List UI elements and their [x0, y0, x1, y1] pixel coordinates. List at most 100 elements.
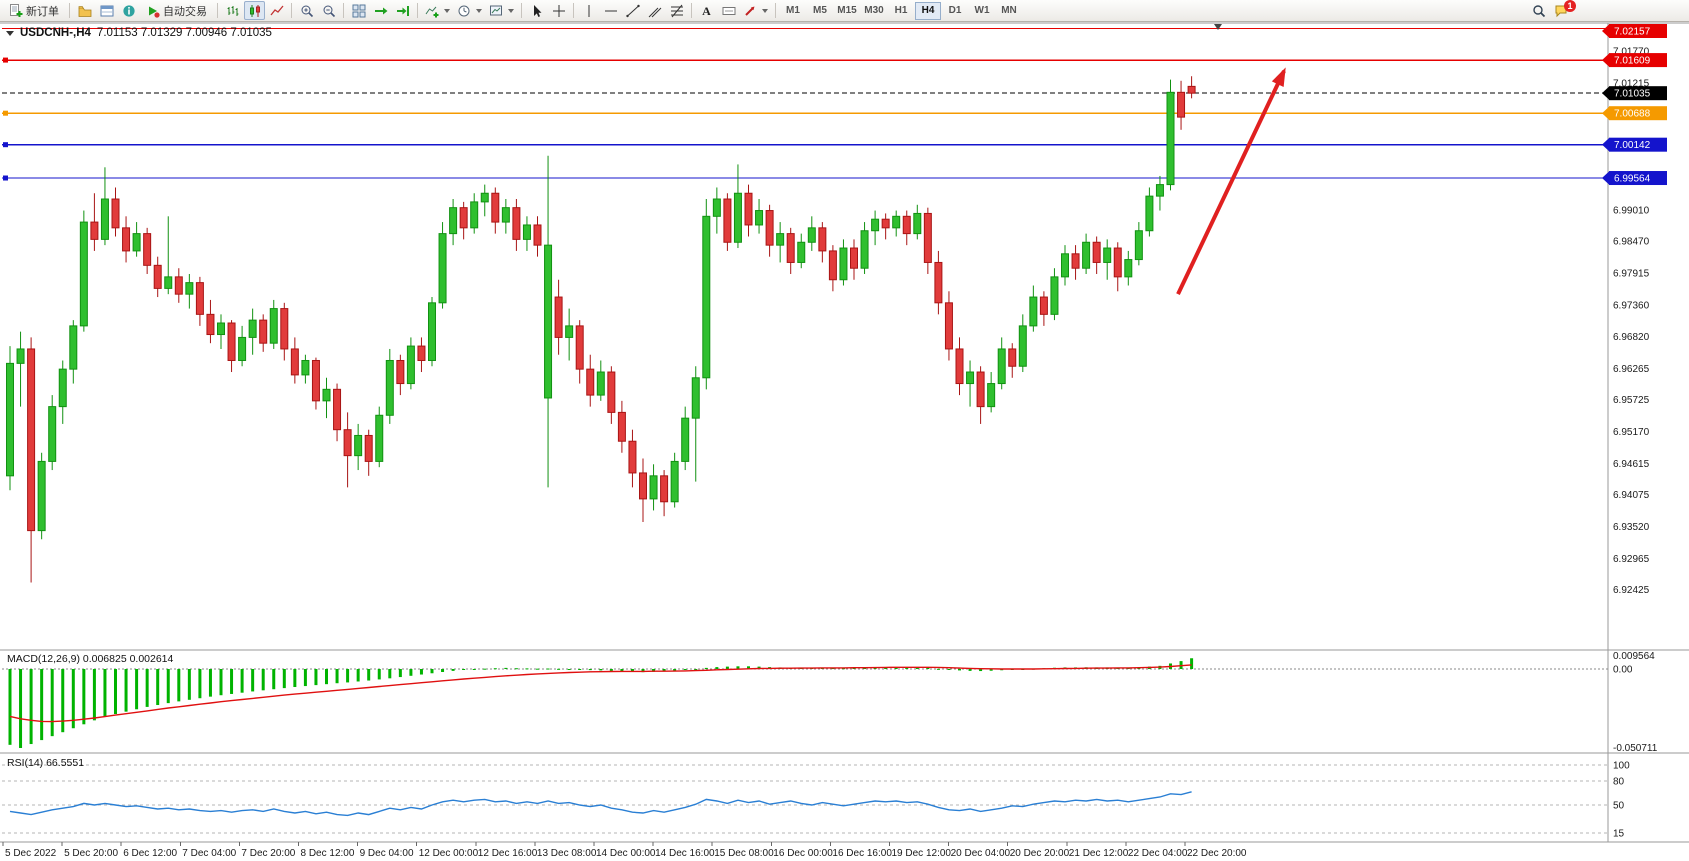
price-tag-pointer	[1602, 53, 1609, 67]
profiles-button[interactable]	[74, 1, 95, 20]
tab-timeframe-m1[interactable]: M1	[786, 5, 800, 16]
time-label[interactable]: 5 Dec 20:00	[64, 848, 118, 859]
price-tick-label[interactable]: 6.92425	[1613, 585, 1650, 596]
macd-axis-label[interactable]: 0.00	[1613, 665, 1633, 676]
price-tick-label[interactable]: 6.95725	[1613, 395, 1650, 406]
time-label[interactable]: 9 Dec 04:00	[360, 848, 414, 859]
periods-button[interactable]	[454, 1, 485, 20]
time-label[interactable]: 13 Dec 08:00	[537, 848, 597, 859]
price-tick-label[interactable]: 6.93520	[1613, 522, 1650, 533]
auto-scroll-button[interactable]	[370, 1, 391, 20]
data-window-button[interactable]	[96, 1, 117, 20]
price-tick-label[interactable]: 6.94075	[1613, 490, 1650, 501]
crosshair-button[interactable]	[548, 1, 569, 20]
tab-timeframe-w1[interactable]: W1	[974, 5, 990, 16]
time-label[interactable]: 15 Dec 08:00	[714, 848, 774, 859]
time-label[interactable]: 14 Dec 00:00	[596, 848, 656, 859]
autotrading-button[interactable]: 自动交易	[140, 1, 213, 20]
horizontal-line-button[interactable]	[600, 1, 621, 20]
tab-timeframe-h4[interactable]: H4	[915, 1, 941, 20]
macd-axis-label[interactable]: 0.009564	[1613, 651, 1655, 662]
time-label[interactable]: 22 Dec 04:00	[1128, 848, 1188, 859]
tab-timeframe-h1[interactable]: H1	[894, 5, 908, 16]
notifications-button[interactable]: 1	[1550, 0, 1576, 20]
zoom-in-button[interactable]	[296, 1, 317, 20]
line-handle[interactable]	[3, 57, 8, 63]
tab-timeframe-m15[interactable]: M15	[837, 5, 857, 16]
time-label[interactable]: 7 Dec 04:00	[182, 848, 236, 859]
time-label[interactable]: 20 Dec 20:00	[1010, 848, 1070, 859]
macd-histogram-bar	[536, 668, 539, 670]
price-tick-label[interactable]: 7.01770	[1613, 46, 1650, 57]
time-label[interactable]: 22 Dec 20:00	[1187, 848, 1247, 859]
vertical-line-button[interactable]	[578, 1, 599, 20]
candle-body	[670, 460, 679, 503]
time-label[interactable]: 12 Dec 00:00	[419, 848, 479, 859]
fibonacci-button[interactable]	[666, 1, 687, 20]
price-tick-label[interactable]: 6.99010	[1613, 205, 1650, 216]
time-label[interactable]: 7 Dec 20:00	[241, 848, 295, 859]
tab-timeframe-m30[interactable]: M30	[864, 5, 884, 16]
tab-timeframe-mn[interactable]: MN	[1001, 5, 1017, 16]
tile-windows-button[interactable]	[348, 1, 369, 20]
cursor-button[interactable]	[526, 1, 547, 20]
time-label[interactable]: 14 Dec 16:00	[655, 848, 715, 859]
candle-body	[1134, 230, 1143, 261]
price-tick-label[interactable]: 6.97915	[1613, 269, 1650, 280]
bar-chart-button[interactable]	[222, 1, 243, 20]
indicators-button[interactable]	[422, 1, 453, 20]
time-label[interactable]: 8 Dec 12:00	[301, 848, 355, 859]
line-handle[interactable]	[3, 175, 8, 181]
search-button[interactable]	[1528, 1, 1549, 20]
arrows-button[interactable]	[740, 1, 771, 20]
rsi-level-label[interactable]: 15	[1613, 829, 1625, 840]
macd-histogram-bar	[61, 669, 65, 733]
zoom-out-button[interactable]	[318, 1, 339, 20]
time-label[interactable]: 20 Dec 04:00	[951, 848, 1011, 859]
tab-timeframe-d1[interactable]: D1	[948, 5, 962, 16]
price-tick-label[interactable]: 6.97360	[1613, 301, 1650, 312]
time-label[interactable]: 12 Dec 16:00	[478, 848, 538, 859]
community-button[interactable]	[118, 1, 139, 20]
text-label-button[interactable]	[718, 1, 739, 20]
macd-histogram-bar	[736, 666, 740, 669]
time-label[interactable]: 16 Dec 16:00	[832, 848, 892, 859]
channel-button[interactable]	[644, 1, 665, 20]
symbol-dropdown-icon[interactable]	[6, 30, 14, 36]
new-order-button[interactable]: 新订单	[3, 1, 65, 20]
chart-shift-marker[interactable]	[1214, 24, 1222, 30]
time-label[interactable]: 6 Dec 12:00	[123, 848, 177, 859]
tab-timeframe-m5[interactable]: M5	[813, 5, 827, 16]
macd-axis-label[interactable]: -0.050711	[1613, 743, 1658, 754]
price-tick-label[interactable]: 6.95170	[1613, 427, 1650, 438]
text-button[interactable]: A	[696, 1, 717, 20]
price-tag	[1609, 106, 1667, 121]
chart-shift-button[interactable]	[392, 1, 413, 20]
line-handle[interactable]	[3, 142, 8, 148]
rsi-level-label[interactable]: 100	[1613, 761, 1630, 772]
candlestick-chart-button[interactable]	[244, 1, 265, 20]
trendline-button[interactable]	[622, 1, 643, 20]
price-tick-label[interactable]: 6.96820	[1613, 332, 1650, 343]
chart-shift-icon	[396, 5, 409, 16]
line-chart-button[interactable]	[266, 1, 287, 20]
time-label[interactable]: 21 Dec 12:00	[1069, 848, 1129, 859]
candle-body	[755, 210, 764, 226]
rsi-level-label[interactable]: 50	[1613, 801, 1625, 812]
price-tag-pointer	[1602, 171, 1609, 185]
time-label[interactable]: 16 Dec 00:00	[773, 848, 833, 859]
time-label[interactable]: 5 Dec 2022	[5, 848, 57, 859]
price-tick-label[interactable]: 7.01215	[1613, 78, 1650, 89]
trend-arrow-head[interactable]	[1271, 67, 1286, 87]
trend-arrow-line[interactable]	[1176, 70, 1286, 296]
rsi-level-label[interactable]: 80	[1613, 777, 1625, 788]
price-tick-label[interactable]: 6.98470	[1613, 237, 1650, 248]
price-tick-label[interactable]: 6.96265	[1613, 364, 1650, 375]
macd-histogram-bar	[1190, 658, 1194, 669]
price-tick-label[interactable]: 6.92965	[1613, 554, 1650, 565]
templates-button[interactable]	[486, 1, 517, 20]
price-tick-label[interactable]: 6.94615	[1613, 459, 1650, 470]
time-label[interactable]: 19 Dec 12:00	[892, 848, 952, 859]
line-handle[interactable]	[3, 110, 8, 116]
